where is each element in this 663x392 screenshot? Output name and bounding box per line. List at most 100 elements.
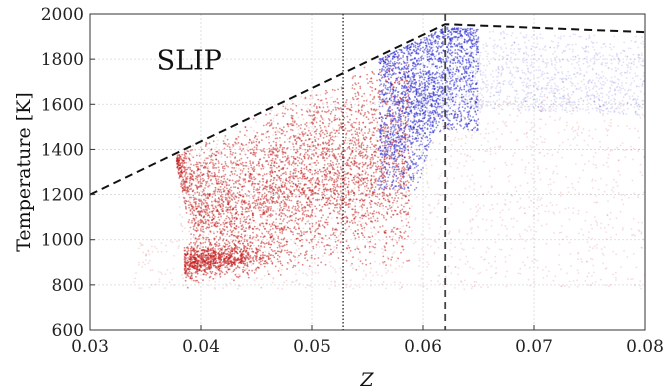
scatter-point (251, 227, 254, 230)
scatter-point (334, 148, 337, 151)
scatter-point (214, 205, 217, 208)
scatter-point (185, 177, 188, 180)
scatter-point (492, 131, 495, 133)
scatter-point (401, 160, 404, 163)
scatter-point (182, 170, 185, 173)
scatter-point (314, 103, 316, 106)
scatter-point (527, 161, 530, 164)
scatter-point (191, 212, 194, 215)
scatter-point (361, 154, 364, 157)
scatter-point (185, 200, 188, 203)
scatter-point (364, 154, 367, 157)
scatter-point (214, 262, 217, 264)
scatter-point (217, 239, 220, 241)
scatter-point (235, 126, 237, 129)
scatter-point (340, 108, 343, 111)
scatter-point (281, 230, 284, 233)
scatter-point (375, 178, 377, 180)
scatter-point (317, 138, 320, 140)
scatter-point (205, 238, 207, 241)
scatter-point (334, 132, 337, 135)
scatter-point (251, 257, 254, 260)
scatter-point (358, 201, 361, 204)
scatter-point (201, 164, 204, 167)
scatter-point (618, 107, 621, 110)
scatter-point (307, 129, 310, 132)
scatter-point (303, 128, 306, 131)
scatter-point (333, 183, 336, 186)
scatter-point (184, 272, 187, 275)
scatter-point (199, 221, 202, 224)
scatter-point (375, 165, 377, 168)
scatter-point (353, 164, 355, 167)
scatter-point (376, 166, 379, 169)
scatter-point (331, 96, 334, 99)
scatter-point (392, 213, 394, 216)
scatter-point (274, 231, 277, 234)
scatter-point (201, 262, 203, 265)
scatter-point (275, 213, 277, 215)
scatter-point (225, 206, 228, 209)
scatter-point (345, 215, 348, 218)
scatter-point (383, 197, 385, 200)
scatter-point (360, 128, 363, 131)
scatter-point (350, 161, 353, 164)
scatter-point (273, 241, 276, 244)
scatter-point (239, 242, 242, 245)
scatter-point (360, 113, 362, 116)
scatter-point (281, 172, 284, 175)
scatter-point (602, 254, 605, 256)
scatter-point (205, 221, 208, 223)
scatter-point (293, 226, 296, 228)
scatter-point (408, 207, 411, 210)
scatter-point (204, 211, 206, 214)
scatter-point (354, 142, 357, 144)
scatter-point (195, 275, 197, 278)
scatter-point (334, 240, 337, 243)
scatter-point (314, 199, 317, 201)
scatter-point (352, 75, 355, 78)
scatter-point (157, 250, 160, 253)
scatter-point (329, 190, 332, 192)
scatter-point (188, 219, 191, 221)
scatter-point (204, 184, 207, 187)
scatter-point (227, 263, 229, 266)
scatter-point (338, 212, 341, 215)
scatter-point (386, 195, 389, 198)
scatter-point (357, 214, 359, 216)
scatter-point (256, 138, 258, 141)
scatter-point (292, 143, 294, 146)
scatter-point (281, 147, 284, 149)
scatter-point (267, 154, 270, 156)
scatter-point (207, 223, 210, 226)
scatter-point (231, 214, 234, 217)
scatter-point (225, 217, 228, 220)
scatter-point (354, 133, 357, 136)
scatter-point (286, 268, 288, 270)
scatter-point (364, 177, 367, 180)
scatter-point (299, 217, 301, 220)
scatter-point (230, 170, 233, 173)
scatter-point (365, 150, 368, 153)
scatter-point (203, 249, 206, 251)
scatter-point (615, 233, 618, 236)
scatter-point (246, 271, 249, 274)
scatter-point (308, 200, 311, 203)
scatter-point (341, 197, 344, 200)
scatter-point (607, 223, 610, 226)
scatter-point (371, 184, 374, 186)
scatter-point (244, 210, 247, 213)
scatter-point (262, 180, 264, 183)
scatter-point (343, 183, 346, 186)
scatter-point (258, 228, 261, 231)
scatter-point (286, 209, 289, 212)
scatter-point (300, 167, 303, 170)
scatter-point (314, 116, 317, 119)
scatter-point (313, 179, 315, 182)
scatter-point (351, 163, 354, 165)
scatter-point (356, 133, 359, 136)
scatter-point (277, 270, 280, 272)
scatter-point (366, 207, 369, 210)
scatter-point (362, 134, 364, 137)
scatter-point (281, 150, 284, 153)
